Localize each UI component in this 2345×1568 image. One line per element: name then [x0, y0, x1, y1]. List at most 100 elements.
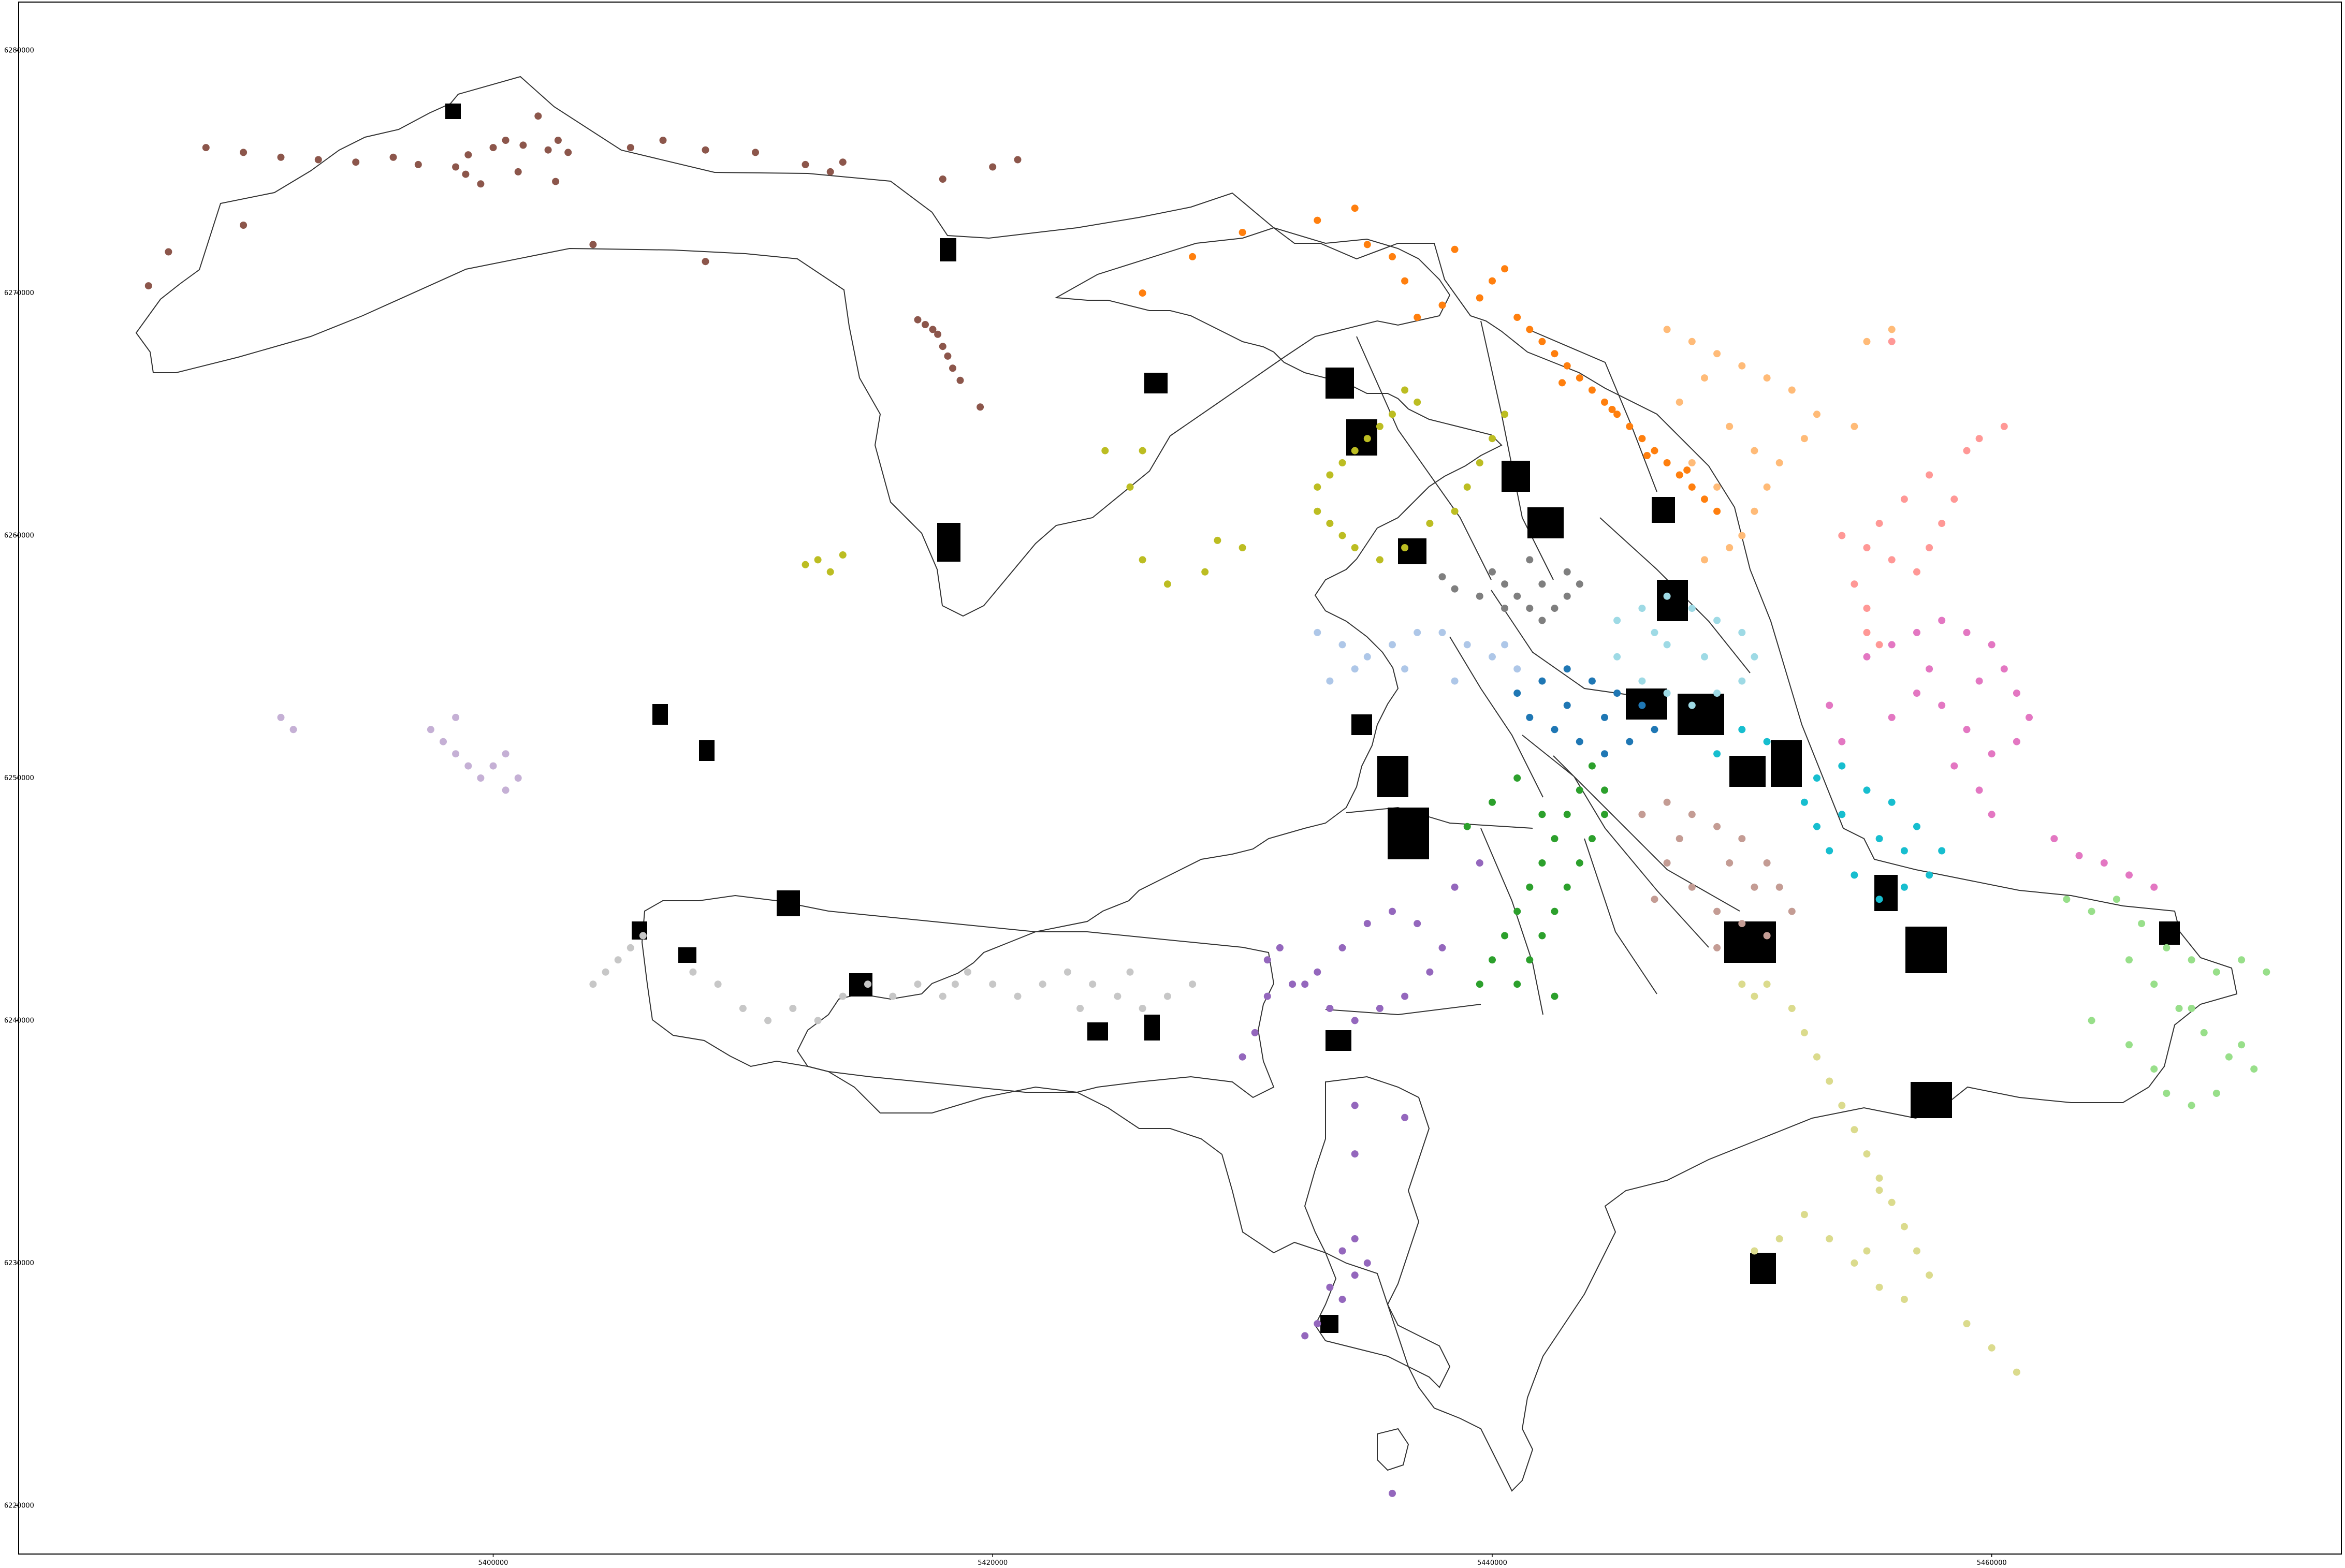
cluster-point [1663, 641, 1671, 649]
cluster-6 [1314, 628, 1521, 685]
cluster-point [440, 738, 447, 745]
cluster-point [1888, 641, 1896, 649]
cluster-point [1676, 471, 1683, 479]
cluster-point [702, 258, 709, 266]
cluster-point [1713, 483, 1721, 491]
cluster-point [1663, 859, 1671, 867]
cluster-point [1738, 980, 1746, 988]
cluster-point [1326, 471, 1334, 479]
cluster-point [1663, 459, 1671, 466]
cluster-point [1139, 289, 1146, 297]
cluster-point [1301, 1332, 1309, 1340]
cluster-point [2000, 665, 2008, 673]
x-tick-label: 5420000 [978, 1559, 1008, 1567]
cluster-point [1501, 265, 1509, 273]
cluster-point [1559, 379, 1566, 387]
cluster-point [1513, 314, 1521, 321]
cluster-point [462, 170, 470, 178]
cluster-point [1738, 628, 1746, 636]
cluster-point [2163, 944, 2171, 951]
cluster-point [1126, 968, 1134, 976]
cluster-point [1726, 422, 1734, 430]
cluster-point [1826, 1235, 1833, 1242]
cluster-point [1326, 520, 1334, 527]
cluster-point [2013, 1368, 2020, 1376]
cluster-point [839, 158, 847, 166]
cluster-1 [1139, 204, 1721, 515]
cluster-point [2188, 956, 2195, 964]
cluster-point [452, 750, 460, 758]
cluster-point [1014, 992, 1022, 1000]
cluster-point [1938, 701, 1946, 709]
cluster-point [914, 316, 922, 324]
cluster-point [1389, 1489, 1396, 1497]
cluster-point [956, 376, 964, 384]
cluster-point [739, 1005, 747, 1012]
cluster-point [1913, 690, 1920, 697]
cluster-point [502, 137, 509, 144]
cluster-11 [1638, 798, 1796, 951]
y-tick-label: 6260000 [4, 532, 34, 540]
cluster-7 [1613, 592, 1758, 709]
cluster-point [1251, 1029, 1259, 1036]
cluster-point [2113, 896, 2120, 903]
island-boundary-south [1377, 1428, 1409, 1471]
cluster-point [1451, 507, 1459, 515]
cluster-point [1438, 628, 1446, 636]
cluster-point [977, 403, 984, 411]
cluster-point [1763, 932, 1771, 940]
cluster-point [1775, 1235, 1783, 1242]
cluster-point [2088, 1017, 2095, 1024]
cluster-point [514, 168, 522, 175]
building-block [777, 890, 800, 916]
cluster-point [702, 146, 709, 154]
cluster-point [1875, 896, 1883, 903]
cluster-point [1326, 1283, 1334, 1291]
cluster-point [1888, 1198, 1896, 1206]
cluster-point [2188, 1102, 2195, 1109]
cluster-point [1513, 980, 1521, 988]
building-block [699, 740, 715, 761]
cluster-point [1338, 944, 1346, 951]
cluster-13 [1239, 859, 1483, 1497]
cluster-point [1576, 580, 1583, 588]
cluster-point [1338, 1247, 1346, 1255]
cluster-point [1851, 1259, 1858, 1267]
cluster-point [1950, 762, 1958, 770]
cluster-point [1838, 762, 1846, 770]
cluster-point [2063, 896, 2071, 903]
cluster-point [1975, 786, 1983, 794]
cluster-point [1663, 798, 1671, 806]
cluster-point [1588, 835, 1596, 843]
cluster-point [1688, 338, 1696, 345]
cluster-point [1800, 435, 1808, 443]
cluster-point [1738, 362, 1746, 370]
building-block [1652, 497, 1675, 523]
cluster-point [1538, 811, 1546, 818]
cluster-point [1713, 507, 1721, 515]
cluster-point [1638, 677, 1646, 685]
cluster-point [1738, 726, 1746, 734]
cluster-point [1526, 326, 1534, 333]
cluster-point [1538, 677, 1546, 685]
cluster-point [277, 713, 285, 721]
cluster-point [1900, 1296, 1908, 1303]
cluster-point [1414, 920, 1421, 928]
cluster-0 [144, 112, 1022, 411]
cluster-point [1713, 907, 1721, 915]
cluster-point [789, 1005, 797, 1012]
cluster-point [1738, 532, 1746, 539]
cluster-point [1888, 338, 1896, 345]
cluster-point [814, 1017, 822, 1024]
cluster-point [602, 968, 609, 976]
cluster-point [1501, 580, 1509, 588]
cluster-point [1601, 786, 1608, 794]
cluster-point [1363, 435, 1371, 443]
cluster-point [1763, 980, 1771, 988]
cluster-point [1863, 1150, 1871, 1158]
cluster-point [1526, 556, 1534, 564]
cluster-point [1926, 871, 1933, 879]
cluster-point [1813, 774, 1820, 782]
building-block [1905, 927, 1947, 973]
cluster-point [1763, 738, 1771, 745]
